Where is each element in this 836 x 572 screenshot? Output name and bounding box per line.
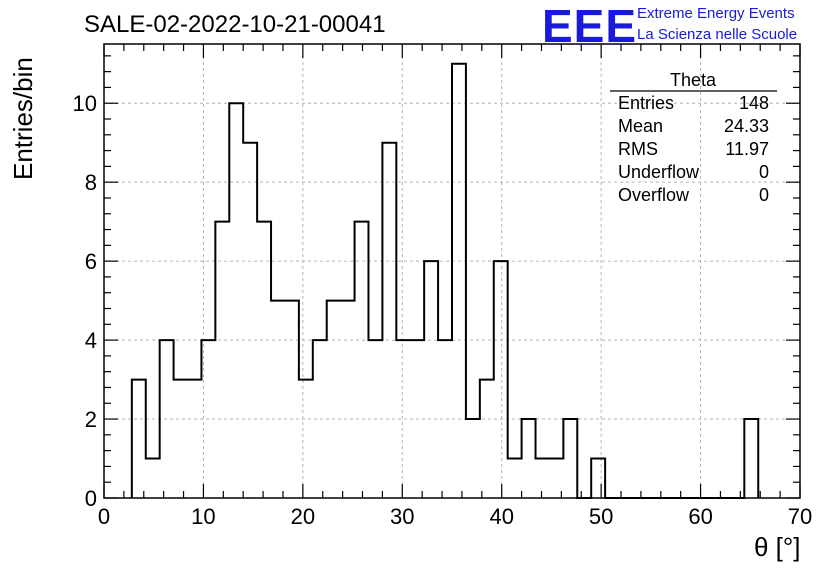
stats-label: Entries [618, 93, 674, 113]
x-tick-label: 30 [390, 504, 414, 529]
y-tick-label: 8 [85, 170, 97, 195]
y-tick-label: 10 [73, 91, 97, 116]
y-tick-label: 0 [85, 486, 97, 511]
axis-ticks [103, 44, 801, 499]
chart-title: SALE-02-2022-10-21-00041 [84, 11, 386, 38]
tick-labels: 0 10 20 30 40 50 60 70 0 2 4 6 8 10 [73, 91, 813, 529]
stats-title: Theta [670, 70, 717, 90]
logo-line-2: La Scienza nelle Scuole [637, 26, 797, 43]
x-tick-label: 70 [788, 504, 812, 529]
x-tick-label: 60 [688, 504, 712, 529]
x-tick-label: 50 [589, 504, 613, 529]
x-tick-label: 10 [191, 504, 215, 529]
x-axis-title: θ [°] [754, 532, 801, 562]
stats-label: RMS [618, 139, 658, 159]
stats-box: Theta Entries 148 Mean 24.33 RMS 11.97 Underfl… [610, 70, 777, 205]
x-tick-label: 0 [98, 504, 110, 529]
y-tick-label: 2 [85, 407, 97, 432]
histogram-outline [130, 62, 760, 499]
logo-line-1: Extreme Energy Events [637, 5, 795, 22]
stats-value: 148 [739, 93, 769, 113]
x-tick-label: 40 [489, 504, 513, 529]
stats-label: Overflow [618, 185, 690, 205]
x-tick-label: 20 [291, 504, 315, 529]
y-axis-title: Entries/bin [8, 57, 38, 180]
stats-value: 11.97 [725, 139, 769, 159]
y-tick-label: 4 [85, 328, 97, 353]
stats-value: 24.33 [724, 116, 769, 136]
stats-value: 0 [759, 162, 769, 182]
stats-value: 0 [759, 185, 769, 205]
stats-rows: Entries 148 Mean 24.33 RMS 11.97 Underflow 0 Ove… [618, 93, 769, 205]
eee-logo: EEE [542, 0, 637, 52]
plot-frame [103, 43, 801, 499]
stats-label: Underflow [618, 162, 700, 182]
stats-label: Mean [618, 116, 663, 136]
y-tick-label: 6 [85, 249, 97, 274]
